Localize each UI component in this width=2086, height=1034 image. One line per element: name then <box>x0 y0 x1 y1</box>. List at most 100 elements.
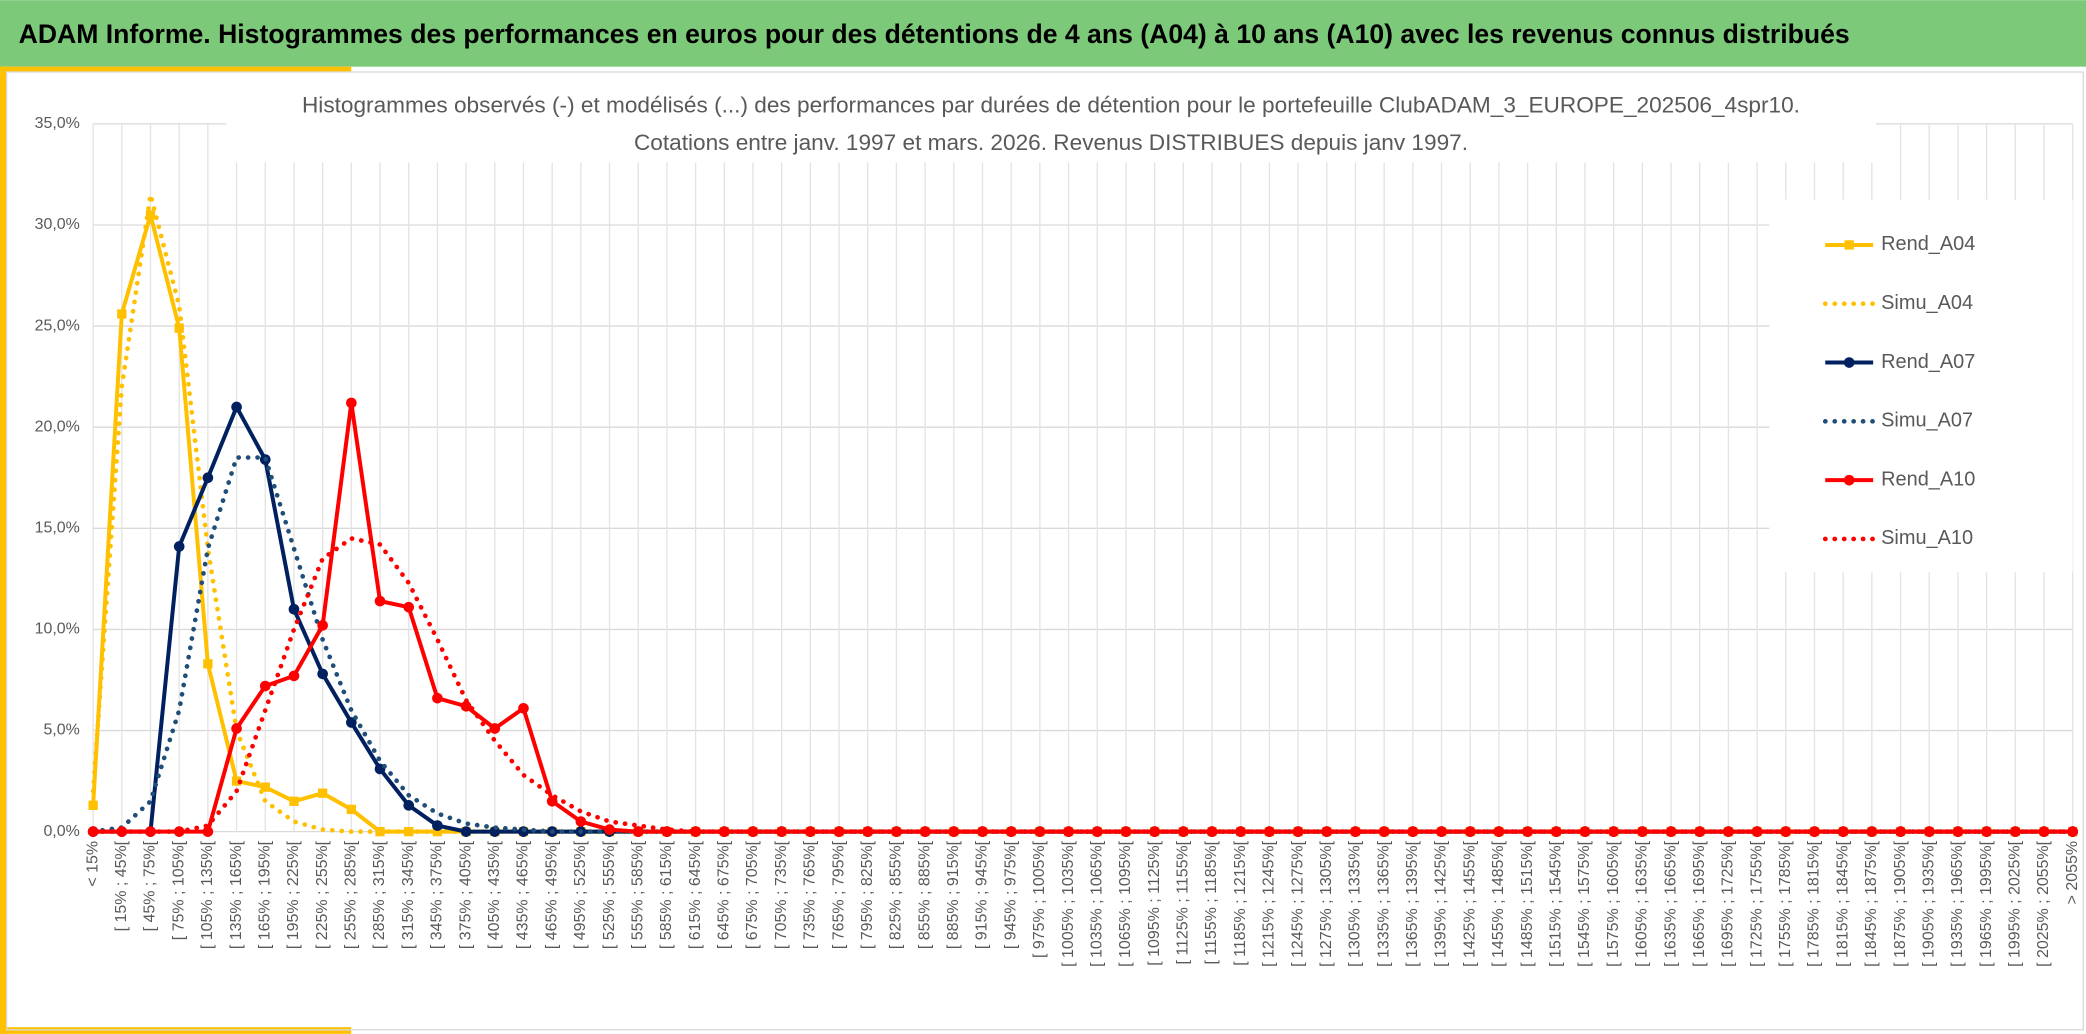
legend-marker <box>1844 240 1854 250</box>
x-tick-label: [ 675% ; 705%[ <box>744 840 761 949</box>
marker <box>346 804 356 815</box>
x-tick-label: [ 1725% ; 1755%[ <box>1748 840 1765 967</box>
x-tick-label: [ 1875% ; 1905%[ <box>1892 840 1909 967</box>
series-layer: Rend_A04 Simu_A04 Rend_A07 Simu_A07 Rend_A10… <box>87 192 2079 837</box>
x-tick-label: [ 1485% ; 1515%[ <box>1519 840 1536 967</box>
y-tick-label: 15,0% <box>35 520 80 537</box>
marker <box>202 472 214 484</box>
chart-title: Histogrammes observés (-) et modélisés (… <box>302 93 1800 118</box>
x-tick-label: [ 255% ; 285%[ <box>343 840 360 949</box>
x-tick-label: [ 1425% ; 1455%[ <box>1461 840 1478 967</box>
marker <box>88 800 98 810</box>
marker <box>203 659 213 669</box>
marker <box>1550 826 1562 837</box>
accent <box>0 66 352 72</box>
marker <box>1350 826 1361 837</box>
marker <box>489 723 501 734</box>
x-tick-label: [ 825% ; 855%[ <box>888 840 905 949</box>
x-tick-label: [ 525% ; 555%[ <box>601 840 618 949</box>
x-tick-label: [ 1995% ; 2025%[ <box>2007 840 2024 967</box>
marker <box>718 826 730 837</box>
y-tick-label: 20,0% <box>35 418 80 435</box>
legend-label: Simu_A07 <box>1881 410 1973 432</box>
x-tick-label: [ 1965% ; 1995%[ <box>1978 840 1995 967</box>
marker <box>776 826 787 837</box>
marker <box>747 826 759 837</box>
x-tick-label: [ 435% ; 465%[ <box>515 840 532 949</box>
x-tick-label: [ 1635% ; 1665%[ <box>1662 840 1679 967</box>
y-tick-label: 10,0% <box>35 621 80 638</box>
x-tick-label: [ 465% ; 495%[ <box>543 840 560 949</box>
chart-subtitle: Cotations entre janv. 1997 et mars. 2026… <box>634 130 1468 155</box>
marker <box>575 816 587 827</box>
x-tick-label: [ 1575% ; 1605%[ <box>1605 840 1622 967</box>
y-tick-label: 25,0% <box>35 317 80 334</box>
x-tick-label: [ 585% ; 615%[ <box>658 840 675 949</box>
x-tick-label: [ 885% ; 915%[ <box>945 840 962 949</box>
x-tick-label: [ 1035% ; 1065%[ <box>1088 840 1105 967</box>
x-tick-label: [ 165% ; 195%[ <box>256 840 273 949</box>
x-tick-label: [ 1215% ; 1245%[ <box>1261 840 1278 967</box>
x-tick-label: [ 375% ; 405%[ <box>457 840 474 949</box>
marker <box>1407 826 1419 837</box>
y-tick-label: 5,0% <box>43 722 79 739</box>
marker <box>862 826 874 837</box>
marker <box>260 782 270 792</box>
x-tick-label: [ 195% ; 225%[ <box>285 840 302 949</box>
y-tick-label: 0,0% <box>43 823 79 840</box>
marker <box>288 603 300 615</box>
y-tick-label: 35,0% <box>35 115 80 132</box>
marker <box>1464 826 1476 837</box>
legend-label: Rend_A10 <box>1881 468 1975 490</box>
legend-box <box>1769 199 2073 573</box>
x-tick-label: [ 135% ; 165%[ <box>228 840 245 949</box>
marker <box>231 723 242 734</box>
marker <box>1292 826 1304 837</box>
legend-label: Rend_A04 <box>1881 233 1975 255</box>
marker <box>460 826 472 837</box>
x-tick-label: [ 1005% ; 1035%[ <box>1060 840 1077 967</box>
marker <box>403 800 415 811</box>
x-tick-label: [ 45% ; 75%[ <box>142 840 159 931</box>
accent <box>0 66 7 1034</box>
legend-marker <box>1843 357 1855 368</box>
x-tick-label: [ 1815% ; 1845%[ <box>1834 840 1851 967</box>
x-tick-label: [ 1755% ; 1785%[ <box>1777 840 1794 967</box>
x-tick-label: [ 225% ; 255%[ <box>314 840 331 949</box>
marker <box>518 702 529 714</box>
marker <box>288 670 300 682</box>
marker <box>317 620 328 631</box>
marker <box>432 820 443 831</box>
marker <box>1522 826 1533 837</box>
header-band <box>0 0 2086 67</box>
marker <box>173 541 185 552</box>
x-tick-label: [ 1455% ; 1485%[ <box>1490 840 1507 967</box>
marker <box>374 595 386 607</box>
x-tick-label: [ 855% ; 885%[ <box>916 840 933 949</box>
x-tick-label: [ 915% ; 945%[ <box>974 840 991 949</box>
marker <box>202 826 214 837</box>
x-tick-label: [ 1365% ; 1395%[ <box>1404 840 1421 967</box>
header-title: ADAM Informe. Histogrammes des performan… <box>19 19 1850 49</box>
x-tick-label: [ 1065% ; 1095%[ <box>1117 840 1134 967</box>
marker <box>1378 826 1390 837</box>
marker <box>317 668 328 680</box>
marker <box>117 309 127 319</box>
marker <box>231 776 242 786</box>
x-tick-label: [ 1245% ; 1275%[ <box>1289 840 1306 967</box>
legend-label: Simu_A04 <box>1881 292 1973 314</box>
x-tick-label: [ 1515% ; 1545%[ <box>1548 840 1565 967</box>
marker <box>317 788 328 798</box>
x-tick-label: [ 1605% ; 1635%[ <box>1634 840 1651 967</box>
marker <box>1264 826 1275 837</box>
x-tick-label: [ 945% ; 975%[ <box>1002 840 1019 949</box>
x-tick-label: [ 555% ; 585%[ <box>629 840 646 949</box>
marker <box>289 796 299 806</box>
x-tick-label: [ 315% ; 345%[ <box>400 840 417 949</box>
marker <box>833 826 845 837</box>
x-tick-label: [ 1545% ; 1575%[ <box>1576 840 1593 967</box>
series-line <box>93 400 2073 834</box>
legend-label: Rend_A07 <box>1881 351 1975 373</box>
x-tick-label: [ 1845% ; 1875%[ <box>1863 840 1880 967</box>
